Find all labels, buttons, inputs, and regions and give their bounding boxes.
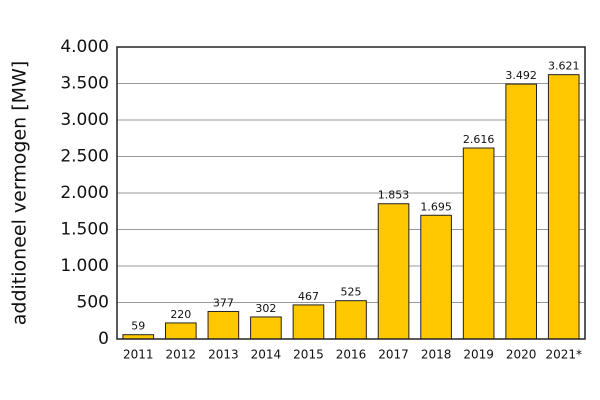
value-label: 3.492 <box>505 69 537 82</box>
bar <box>462 147 495 340</box>
value-label: 467 <box>298 290 319 303</box>
bar <box>335 300 367 340</box>
value-label: 1.853 <box>378 189 410 202</box>
bar <box>207 310 240 340</box>
x-tick-label: 2020 <box>506 348 537 362</box>
x-tick-label: 2017 <box>378 348 409 362</box>
y-tick-label: 1.500 <box>60 220 109 240</box>
y-axis-label: additioneel vermogen [MW] <box>9 61 31 326</box>
y-tick-label: 4.000 <box>60 37 109 57</box>
value-label: 3.621 <box>548 60 580 73</box>
y-tick-label: 2.500 <box>60 147 109 167</box>
bar <box>292 304 325 340</box>
value-label: 220 <box>170 308 191 321</box>
x-tick-label: 2021* <box>545 348 582 362</box>
x-tick-label: 2016 <box>336 348 367 362</box>
bar <box>250 316 282 340</box>
bar <box>377 203 410 340</box>
x-tick-label: 2018 <box>421 348 452 362</box>
value-label: 1.695 <box>420 200 452 213</box>
bar <box>505 83 537 340</box>
x-tick-label: 2015 <box>293 348 324 362</box>
x-tick-label: 2014 <box>251 348 282 362</box>
bar <box>547 74 580 340</box>
bar <box>165 322 197 340</box>
x-tick-label: 2019 <box>463 348 494 362</box>
x-tick-label: 2013 <box>208 348 239 362</box>
y-tick-label: 2.000 <box>60 183 109 203</box>
y-tick-label: 3.500 <box>60 74 109 94</box>
y-tick-label: 500 <box>77 293 109 313</box>
plot-frame <box>116 46 586 340</box>
value-label: 525 <box>341 286 362 299</box>
y-tick-label: 3.000 <box>60 110 109 130</box>
y-tick-label: 1.000 <box>60 256 109 276</box>
x-tick-label: 2012 <box>166 348 197 362</box>
value-label: 2.616 <box>463 133 495 146</box>
value-label: 302 <box>255 302 276 315</box>
bar <box>420 214 452 340</box>
value-label: 59 <box>131 320 145 333</box>
value-label: 377 <box>213 296 234 309</box>
x-tick-label: 2011 <box>123 348 154 362</box>
y-tick-label: 0 <box>98 329 109 349</box>
